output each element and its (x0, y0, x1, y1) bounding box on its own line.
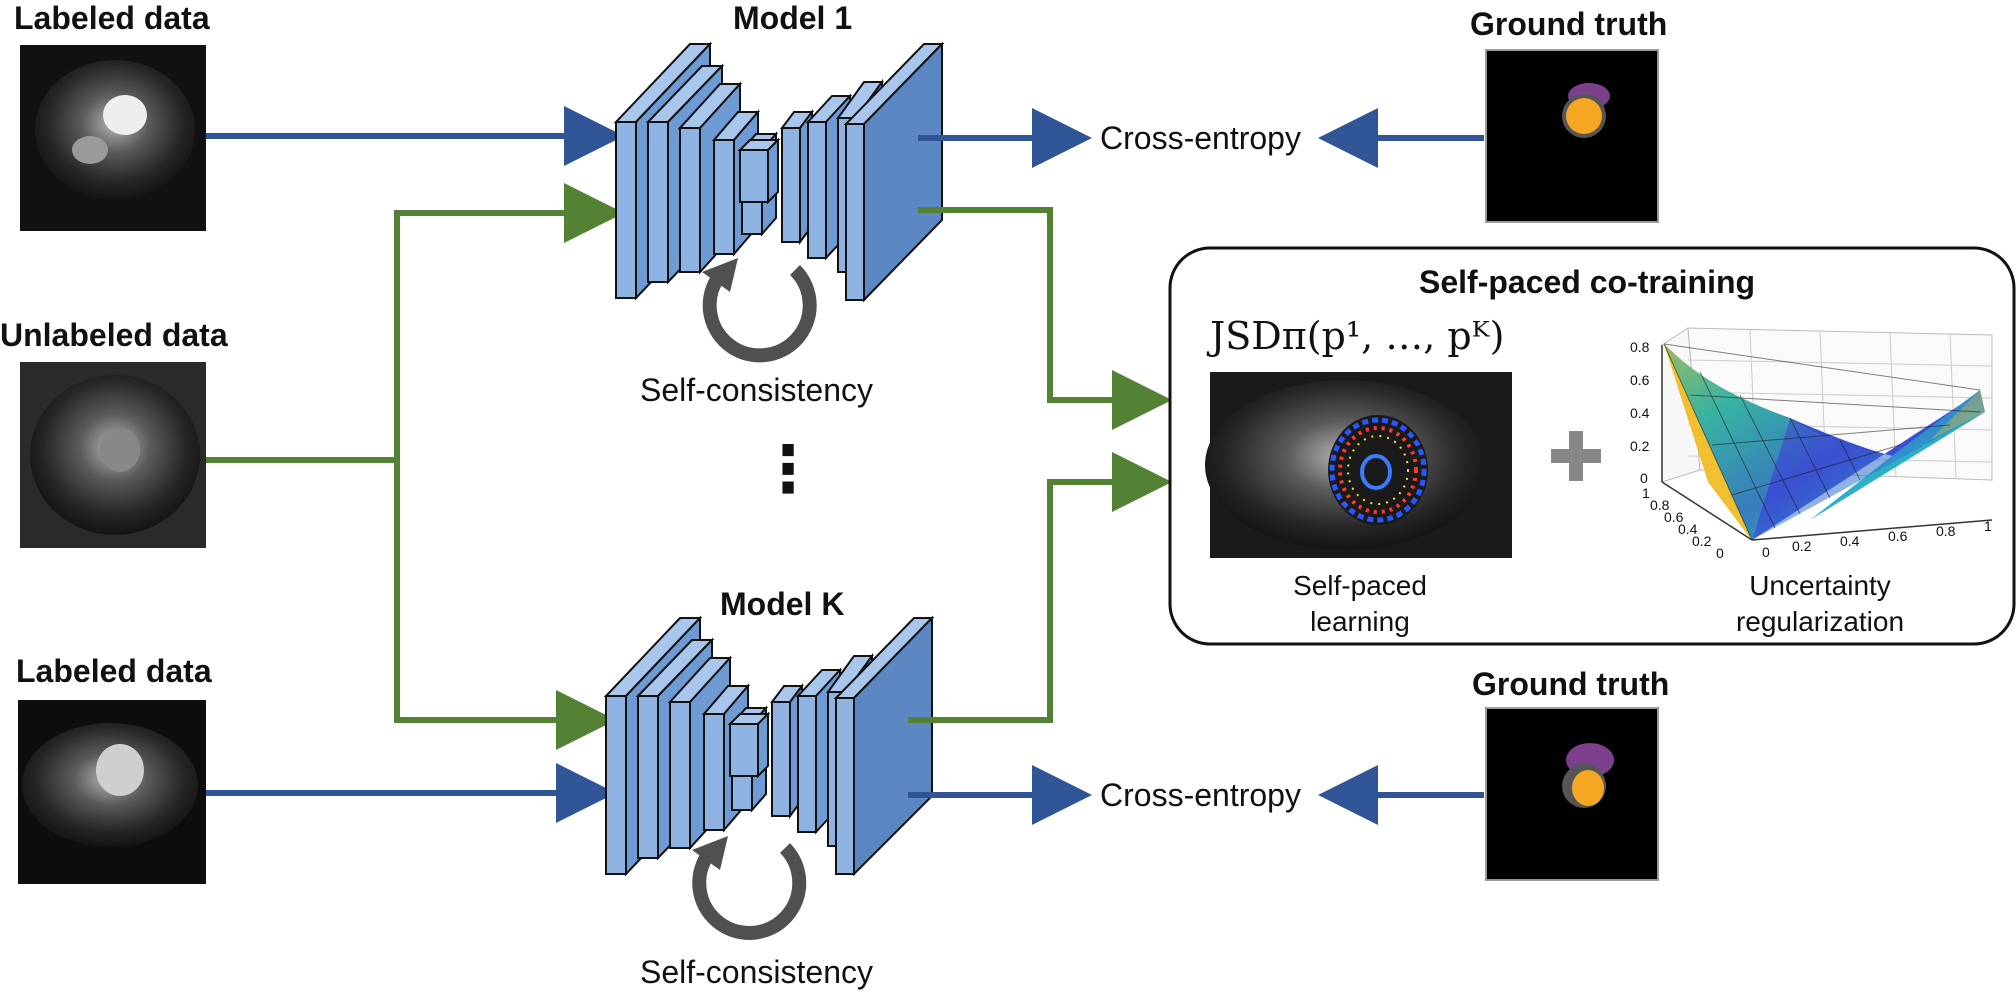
z-tick: 0.2 (1630, 438, 1650, 454)
self-consistency-label-top: Self-consistency (640, 372, 873, 408)
arrow-modelk-to-cotraining (908, 452, 1172, 723)
left-axis-tick: 0.8 (1650, 497, 1670, 513)
z-tick: 0.4 (1630, 405, 1650, 421)
plus-icon (1551, 431, 1601, 481)
labeled-data-label-top: Labeled data (14, 0, 210, 36)
ground-truth-label-bottom: Ground truth (1472, 666, 1670, 702)
uncertainty-caption: Uncertainty regularization (1700, 568, 1940, 640)
labeled-image-top (20, 45, 206, 231)
model-1-network (613, 41, 945, 303)
left-axis-tick: 0.2 (1692, 533, 1712, 549)
models-ellipsis: ⋮ (756, 433, 820, 507)
z-tick: 0 (1640, 470, 1648, 486)
self-consistency-icon-top (702, 258, 817, 363)
right-axis-tick: 0.4 (1840, 533, 1860, 549)
unlabeled-image (20, 362, 206, 548)
cross-entropy-label-bottom: Cross-entropy (1100, 777, 1301, 813)
unlabeled-data-label: Unlabeled data (0, 317, 228, 353)
right-axis-tick: 0.2 (1792, 538, 1812, 554)
self-paced-caption-line2: learning (1310, 606, 1410, 637)
uncertainty-caption-line2: regularization (1735, 606, 1905, 637)
self-consistency-label-bottom: Self-consistency (640, 954, 873, 990)
ground-truth-image-bottom (1485, 707, 1659, 881)
left-axis-tick: 1 (1642, 485, 1650, 501)
ground-truth-label-top: Ground truth (1470, 6, 1668, 42)
model-1-title: Model 1 (733, 0, 853, 36)
uncertainty-caption-line1: Uncertainty (1749, 570, 1891, 601)
z-tick: 0.6 (1630, 372, 1650, 388)
self-paced-caption: Self-paced learning (1240, 568, 1480, 640)
plus-text: + (1562, 418, 1563, 419)
model-k-title: Model K (720, 586, 845, 622)
arrow-model1-to-cotraining (918, 207, 1172, 430)
right-axis-tick: 0.8 (1936, 523, 1956, 539)
arrow-unlabeled-routing (206, 183, 624, 750)
self-paced-learning-image (1205, 372, 1512, 558)
right-axis-tick: 0 (1762, 544, 1770, 560)
left-axis-tick: 0.6 (1664, 509, 1684, 525)
z-tick: 0.8 (1630, 339, 1650, 355)
labeled-data-label-bottom: Labeled data (16, 653, 212, 689)
cotraining-title: Self-paced co-training (1419, 264, 1756, 300)
right-axis-tick: 1 (1984, 518, 1992, 534)
left-axis-tick: 0.4 (1678, 521, 1698, 537)
cross-entropy-label-top: Cross-entropy (1100, 120, 1301, 156)
model-k-network (603, 615, 935, 877)
self-paced-caption-line1: Self-paced (1293, 570, 1427, 601)
self-consistency-icon-bottom (692, 836, 807, 940)
uncertainty-surface-plot (1661, 327, 1993, 541)
right-axis-tick: 0.6 (1888, 528, 1908, 544)
labeled-image-bottom (18, 700, 206, 884)
left-axis-tick: 0 (1716, 545, 1724, 561)
jsd-formula: JSDπ(p¹, …, pᴷ) (1210, 314, 1505, 358)
ground-truth-image-top (1485, 49, 1659, 223)
